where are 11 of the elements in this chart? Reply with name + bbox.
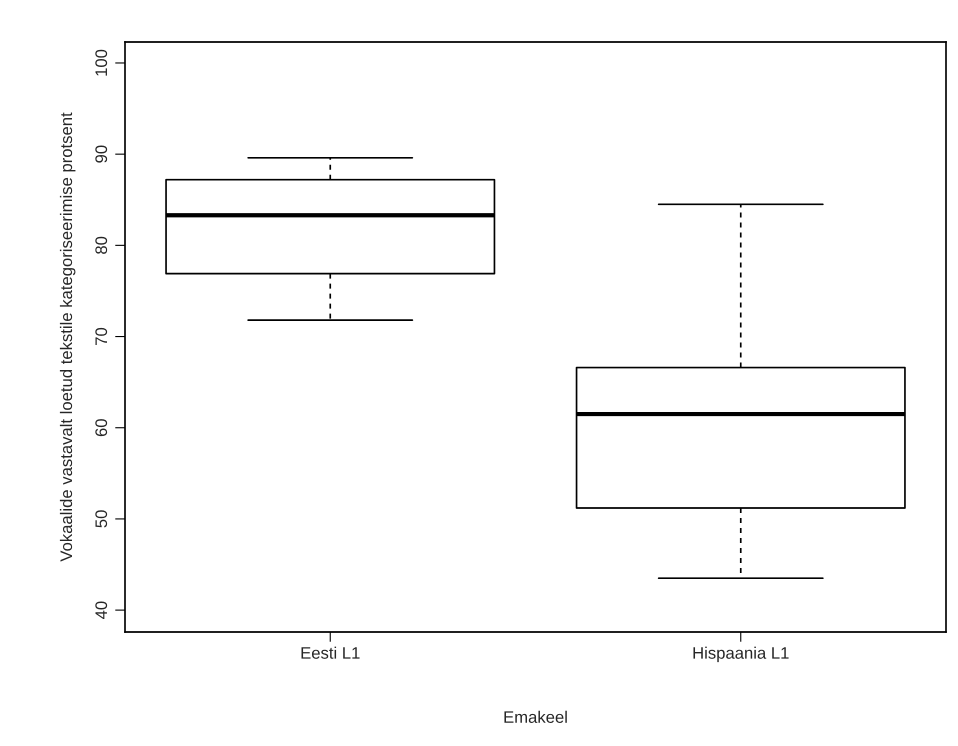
y-tick-label: 100 [95,50,108,76]
y-axis-title: Vokaalide vastavalt loetud tekstile kategoriseerimise protsent [60,112,76,562]
y-tick-label: 40 [95,601,108,619]
x-tick-label: Eesti L1 [302,646,360,659]
y-tick-label: 50 [95,510,108,528]
y-tick-label: 70 [95,328,108,345]
y-tick-label: 90 [95,146,108,163]
y-tick-label: 80 [95,236,108,254]
x-tick-label: Hispaania L1 [693,646,789,662]
y-tick-label: 60 [95,419,108,436]
x-axis-title: Emakeel [504,710,567,723]
